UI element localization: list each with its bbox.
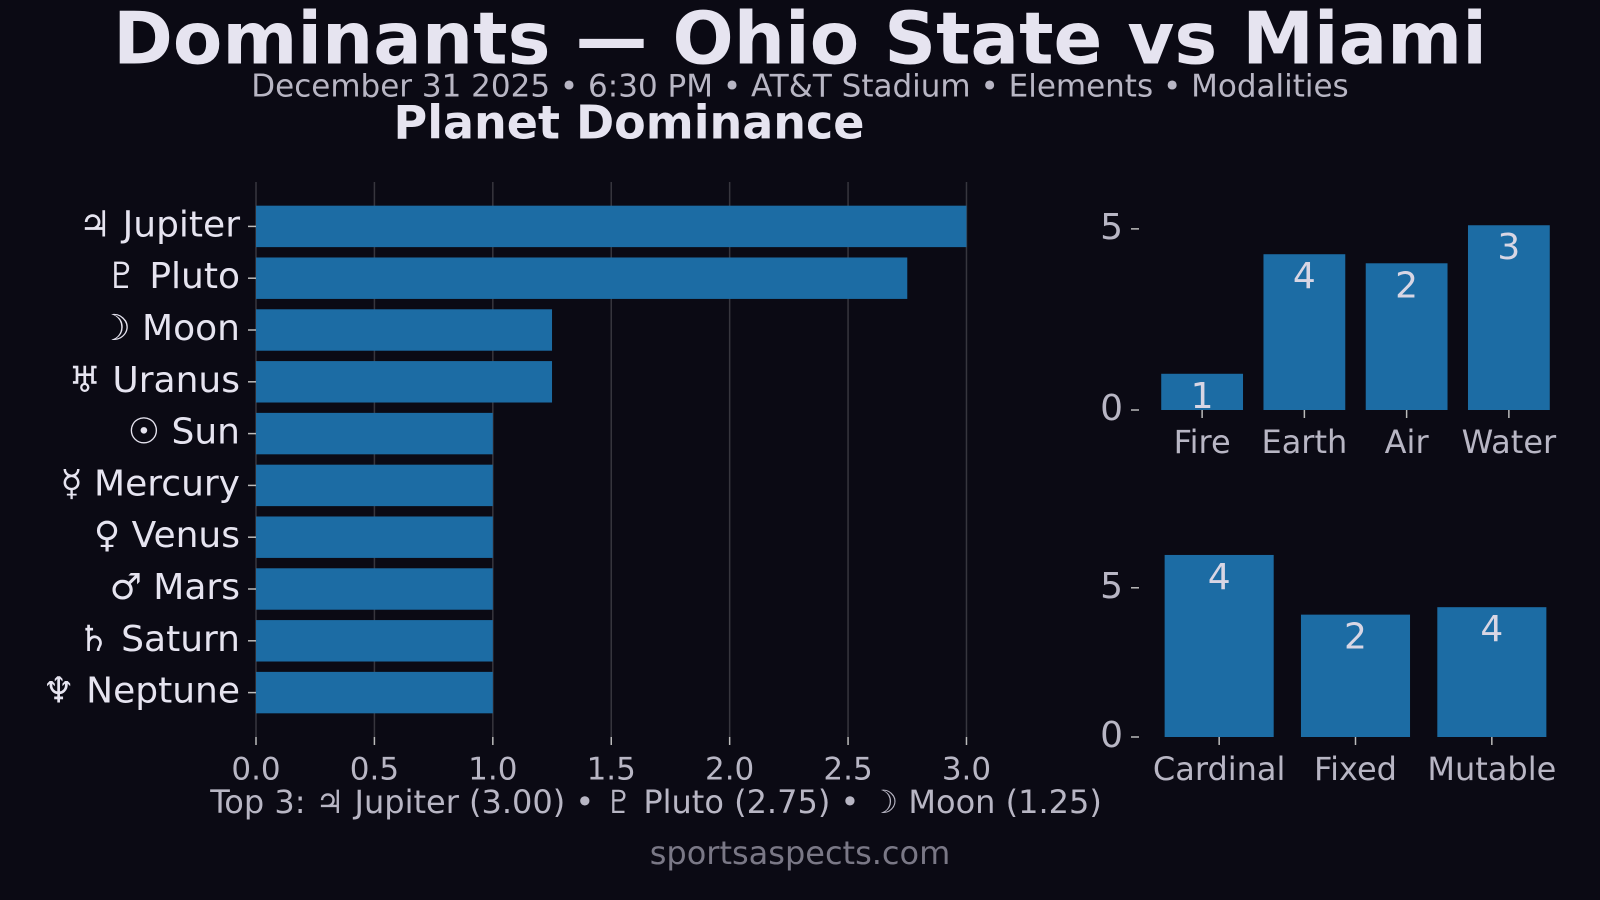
count-label: 1 bbox=[1191, 376, 1214, 417]
bar bbox=[1161, 373, 1244, 410]
chart-title: Planet Dominance bbox=[394, 96, 865, 150]
bar bbox=[256, 361, 553, 403]
x-tick-label: Fixed bbox=[1314, 750, 1397, 788]
page-subtitle: December 31 2025 • 6:30 PM • AT&T Stadiu… bbox=[251, 69, 1348, 105]
x-tick-label: 1.0 bbox=[468, 752, 517, 788]
bar bbox=[256, 620, 493, 662]
y-tick-label: ☽ Moon bbox=[98, 308, 240, 349]
bar bbox=[1263, 254, 1346, 410]
y-tick-label: 5 bbox=[1100, 207, 1123, 248]
x-tick-label: 1.5 bbox=[587, 752, 636, 788]
x-tick-label: Water bbox=[1462, 423, 1557, 461]
y-tick-label: ♅ Uranus bbox=[69, 360, 240, 401]
bar bbox=[1300, 614, 1411, 737]
bar bbox=[256, 464, 493, 507]
x-tick-label: 0.0 bbox=[231, 752, 280, 788]
count-label: 4 bbox=[1480, 609, 1503, 650]
y-tick-label: ♀ Venus bbox=[94, 515, 240, 556]
x-tick-label: 2.0 bbox=[705, 752, 754, 788]
y-tick-label: 0 bbox=[1100, 388, 1123, 429]
count-label: 2 bbox=[1395, 265, 1418, 306]
bar bbox=[1164, 554, 1274, 737]
x-tick-label: Mutable bbox=[1427, 750, 1556, 788]
y-tick-label: 0 bbox=[1100, 715, 1123, 756]
bar bbox=[256, 516, 493, 558]
bar bbox=[256, 309, 553, 351]
y-tick-label: ♆ Neptune bbox=[42, 671, 240, 712]
y-tick-label: ☿ Mercury bbox=[61, 463, 240, 504]
count-label: 4 bbox=[1293, 256, 1316, 297]
bar bbox=[256, 205, 967, 248]
x-tick-label: Fire bbox=[1174, 423, 1231, 461]
page-title: Dominants — Ohio State vs Miami bbox=[113, 0, 1487, 81]
bar bbox=[256, 671, 493, 714]
x-tick-label: Cardinal bbox=[1153, 750, 1286, 788]
x-tick-label: 3.0 bbox=[942, 752, 991, 788]
x-tick-label: 0.5 bbox=[350, 752, 399, 788]
y-tick-label: ♂ Mars bbox=[110, 567, 240, 608]
bar bbox=[256, 257, 908, 299]
y-tick-label: ♄ Saturn bbox=[77, 619, 240, 660]
bar bbox=[256, 568, 493, 610]
y-tick-label: ♃ Jupiter bbox=[79, 204, 240, 245]
x-tick-label: Air bbox=[1385, 423, 1430, 461]
annotation: Top 3: ♃ Jupiter (3.00) • ♇ Pluto (2.75)… bbox=[209, 783, 1102, 821]
count-label: 3 bbox=[1497, 227, 1520, 268]
bar bbox=[1467, 225, 1550, 410]
bar bbox=[1365, 263, 1448, 410]
bar bbox=[256, 412, 493, 455]
y-tick-label: ♇ Pluto bbox=[106, 256, 240, 297]
count-label: 4 bbox=[1208, 557, 1231, 598]
footer: sportsaspects.com bbox=[650, 834, 951, 872]
count-label: 2 bbox=[1344, 617, 1367, 658]
x-tick-label: Earth bbox=[1261, 423, 1347, 461]
y-tick-label: ☉ Sun bbox=[128, 412, 240, 453]
y-tick-label: 5 bbox=[1100, 566, 1123, 607]
bar bbox=[1437, 607, 1547, 737]
x-tick-label: 2.5 bbox=[823, 752, 872, 788]
